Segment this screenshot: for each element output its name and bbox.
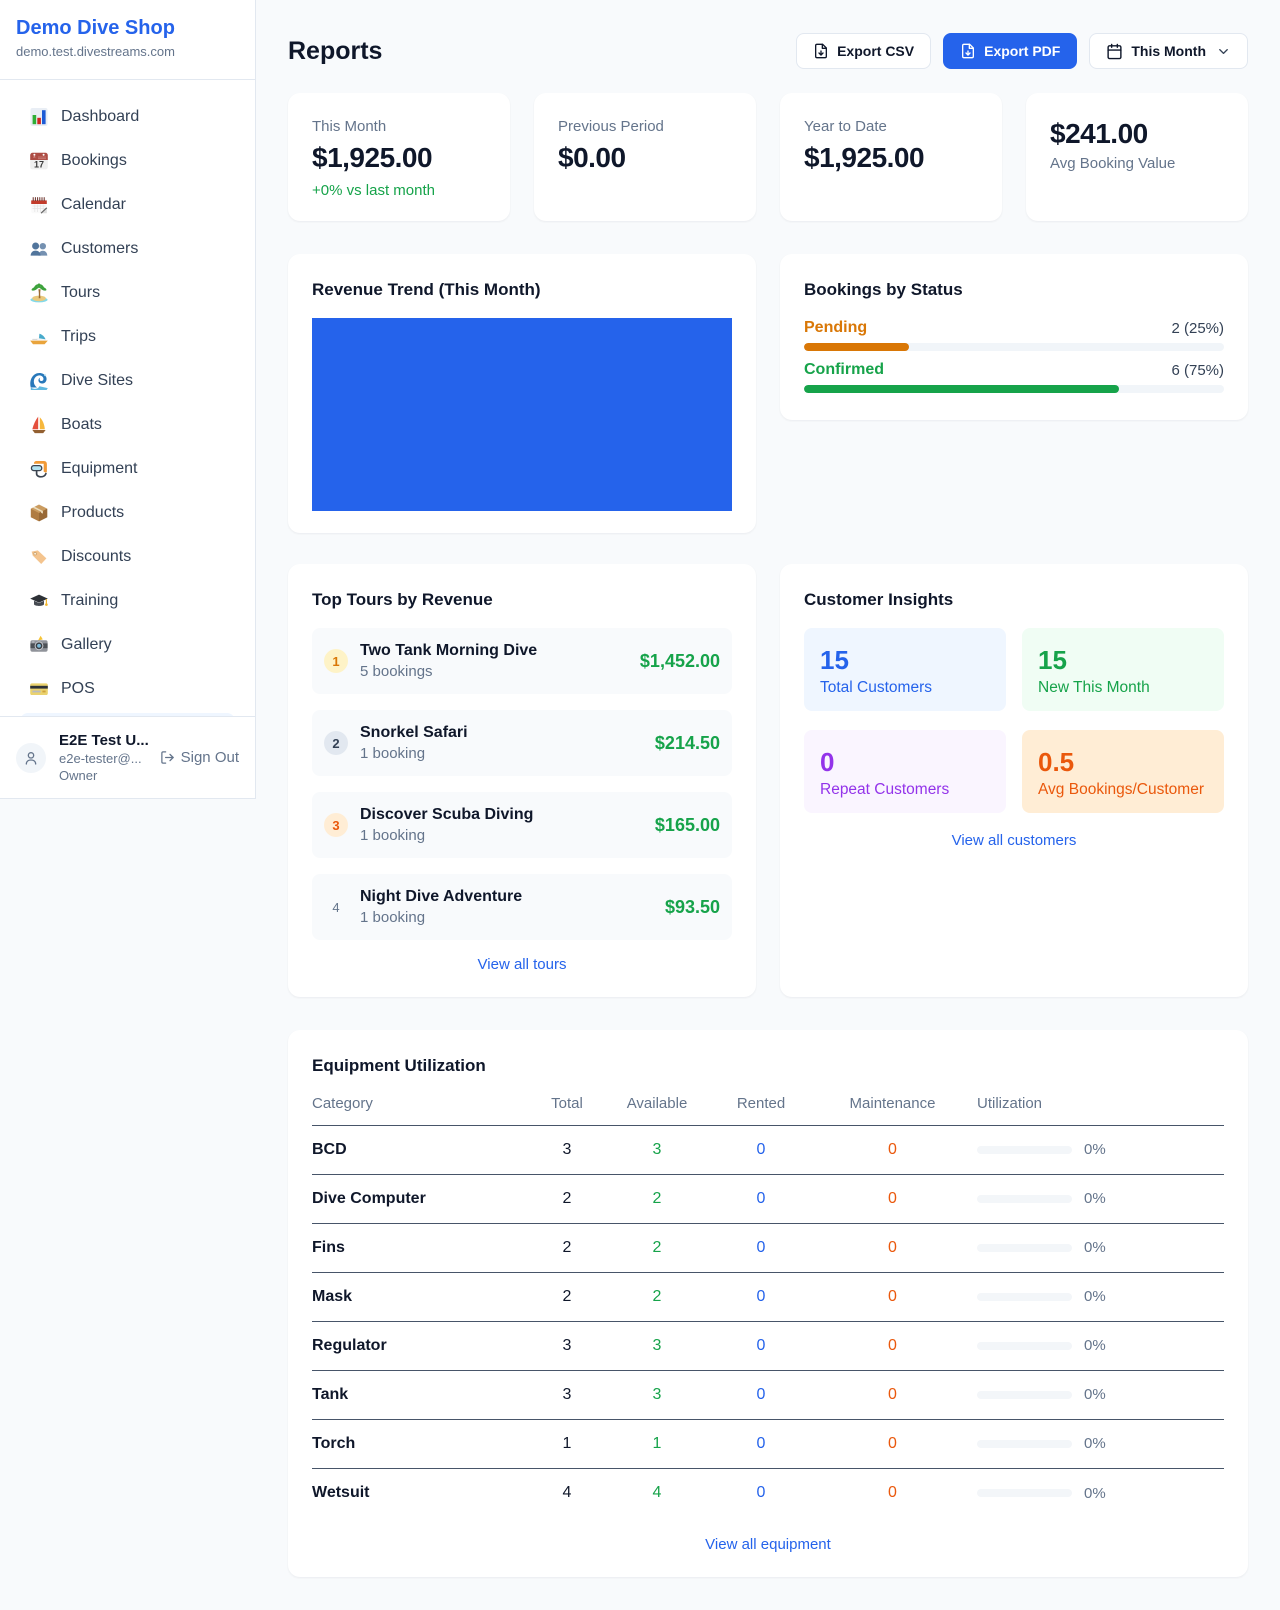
svg-text:17: 17 <box>34 159 44 169</box>
